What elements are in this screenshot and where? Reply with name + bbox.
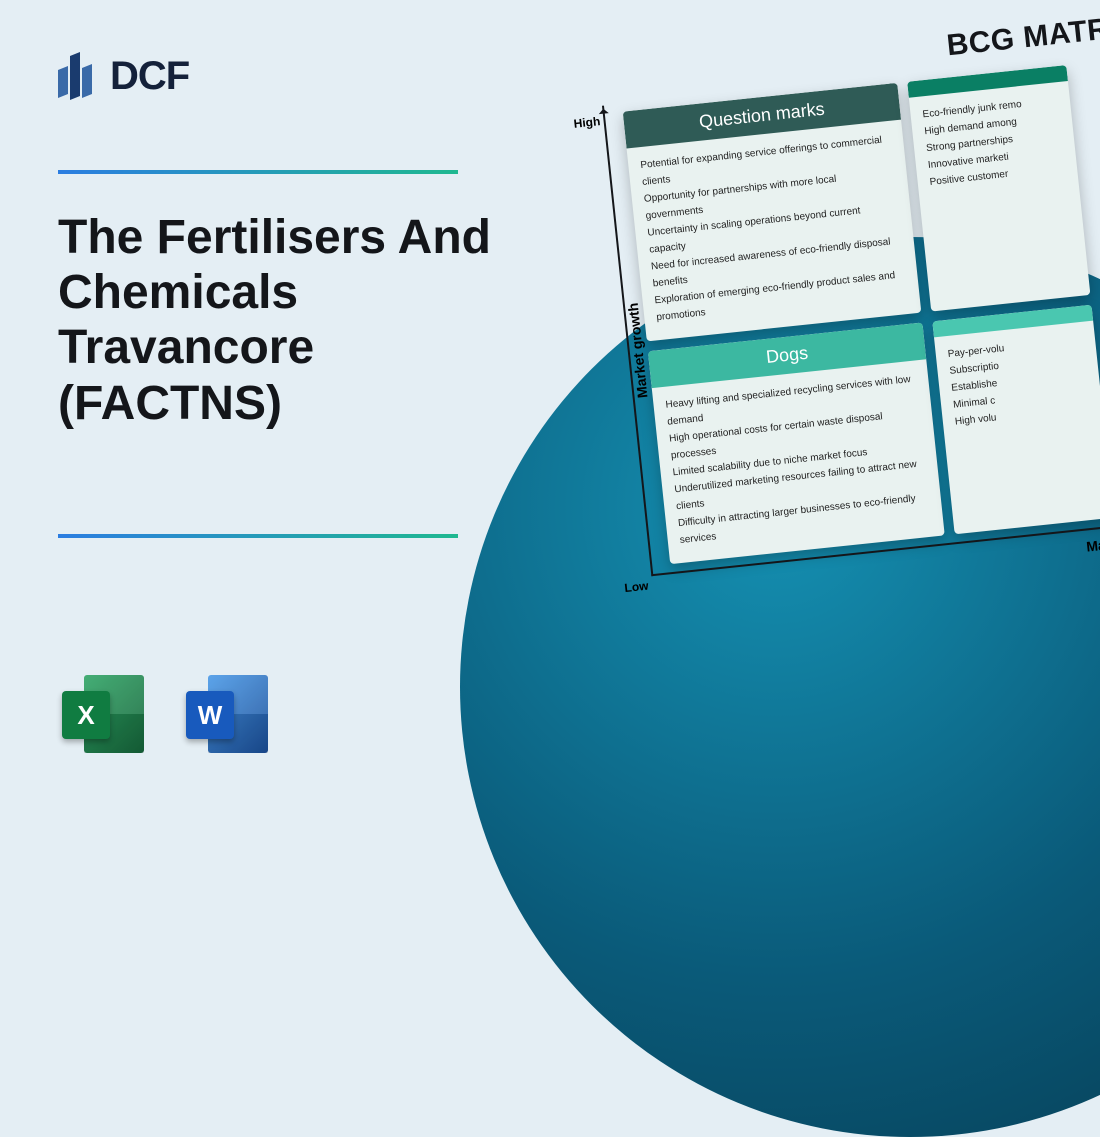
y-tick-low: Low: [624, 579, 649, 595]
logo: DCF: [58, 48, 189, 104]
quadrant-stars: Eco-friendly junk remo High demand among…: [907, 65, 1090, 311]
logo-text: DCF: [110, 54, 189, 99]
excel-icon: X: [58, 669, 150, 761]
logo-mark: [58, 48, 96, 104]
y-tick-high: High: [573, 114, 601, 131]
word-icon: W: [182, 669, 274, 761]
bcg-matrix: BCG MATRIX Market growth Market share Hi…: [560, 5, 1100, 600]
quadrant-cash-cows: Pay-per-volu Subscriptio Establishe Mini…: [932, 305, 1100, 535]
quadrant-dogs: Dogs Heavy lifting and specialized recyc…: [648, 323, 945, 565]
quadrant-body: Eco-friendly junk remo High demand among…: [909, 81, 1080, 206]
divider-bottom: [58, 534, 458, 538]
quadrant-body: Potential for expanding service offering…: [627, 120, 922, 342]
file-type-icons: X W: [58, 669, 274, 761]
divider-top: [58, 170, 458, 174]
x-axis-label: Market share: [1085, 530, 1100, 555]
excel-badge: X: [62, 691, 110, 739]
page-title: The Fertilisers And Chemicals Travancore…: [58, 210, 498, 431]
quadrant-question-marks: Question marks Potential for expanding s…: [623, 83, 922, 342]
word-badge: W: [186, 691, 234, 739]
quadrant-body: Heavy lifting and specialized recycling …: [652, 359, 945, 564]
quadrant-body: Pay-per-volu Subscriptio Establishe Mini…: [934, 321, 1100, 446]
